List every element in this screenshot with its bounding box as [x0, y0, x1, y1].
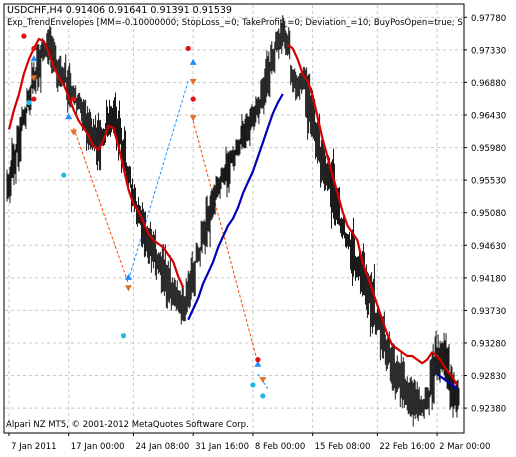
time-tick-label: 7 Jan 2011 — [11, 442, 57, 452]
price-tick-label: 0.97780 — [471, 14, 506, 24]
sell-signal-dot — [190, 96, 196, 102]
price-tick-label: 0.94180 — [471, 274, 506, 284]
sell-signal-dot — [185, 45, 191, 52]
buy-signal-dot — [61, 172, 67, 178]
lower-envelope-line — [187, 93, 458, 390]
price-tick-label: 0.92830 — [471, 372, 506, 382]
time-tick-label: 24 Jan 08:00 — [135, 442, 189, 452]
buy-arrow-icon — [65, 113, 73, 120]
time-tick-label: 8 Feb 00:00 — [255, 442, 305, 452]
price-tick-label: 0.93730 — [471, 307, 506, 317]
time-axis: 7 Jan 2011 17 Jan 00:00 24 Jan 08:00 31 Jan… — [8, 433, 490, 452]
price-tick-label: 0.93280 — [471, 339, 506, 349]
sell-signal-dot — [21, 33, 27, 39]
sell-arrow-icon — [189, 78, 197, 85]
time-tick-label: 31 Jan 16:00 — [195, 442, 249, 452]
buy-signal-dot — [260, 393, 266, 399]
buy-arrow-icon — [254, 360, 262, 367]
buy-signal-dot — [250, 382, 256, 388]
buy-arrow-icon — [30, 55, 38, 62]
sell-arrow-icon — [259, 377, 267, 384]
price-tick-label: 0.97330 — [471, 46, 506, 56]
buy-arrow-icon — [189, 58, 197, 65]
price-tick-label: 0.95080 — [471, 209, 506, 219]
sell-signal-dot — [255, 357, 261, 363]
price-tick-label: 0.96430 — [471, 112, 506, 122]
sell-arrow-icon — [70, 129, 78, 136]
envelope-lines — [7, 37, 458, 390]
time-tick-label: 22 Feb 16:00 — [379, 442, 435, 452]
sell-signal-dot — [31, 96, 37, 102]
price-axis: 0.97780 0.97330 0.96880 0.96430 0.95980 0.955… — [464, 14, 506, 415]
price-tick-label: 0.94630 — [471, 242, 506, 252]
trade-line-sell — [192, 120, 259, 364]
price-tick-label: 0.92380 — [471, 405, 506, 415]
plot-frame — [3, 3, 465, 434]
time-tick-label: 15 Feb 08:00 — [315, 442, 371, 452]
sell-arrow-icon — [30, 75, 38, 82]
sell-signal-dot — [71, 96, 77, 102]
indicator-header: Exp_TrendEnvelopes [MM=-0.10000000; Stop… — [7, 18, 463, 28]
sell-arrow-icon — [189, 115, 197, 122]
buy-arrow-icon — [124, 273, 132, 280]
upper-envelope-line — [7, 37, 458, 386]
time-tick-label: 2 Mar 00:00 — [439, 442, 490, 452]
signal-markers — [21, 33, 267, 399]
trade-line-buy — [257, 373, 269, 389]
time-tick-label: 17 Jan 00:00 — [71, 442, 125, 452]
trade-line-sell — [73, 127, 129, 284]
buy-signal-dot — [26, 100, 32, 106]
buy-signal-dot — [120, 333, 127, 339]
price-tick-label: 0.96880 — [471, 79, 506, 89]
grid — [5, 5, 463, 432]
copyright-footer: Alpari NZ MT5, © 2001-2012 MetaQuotes So… — [6, 420, 249, 430]
symbol-header: USDCHF,H4 0.91406 0.91641 0.91391 0.9153… — [7, 5, 232, 16]
price-tick-label: 0.95530 — [471, 177, 506, 187]
sell-signal-dot — [31, 45, 37, 52]
price-tick-label: 0.95980 — [471, 144, 506, 154]
sell-arrow-icon — [124, 285, 132, 292]
